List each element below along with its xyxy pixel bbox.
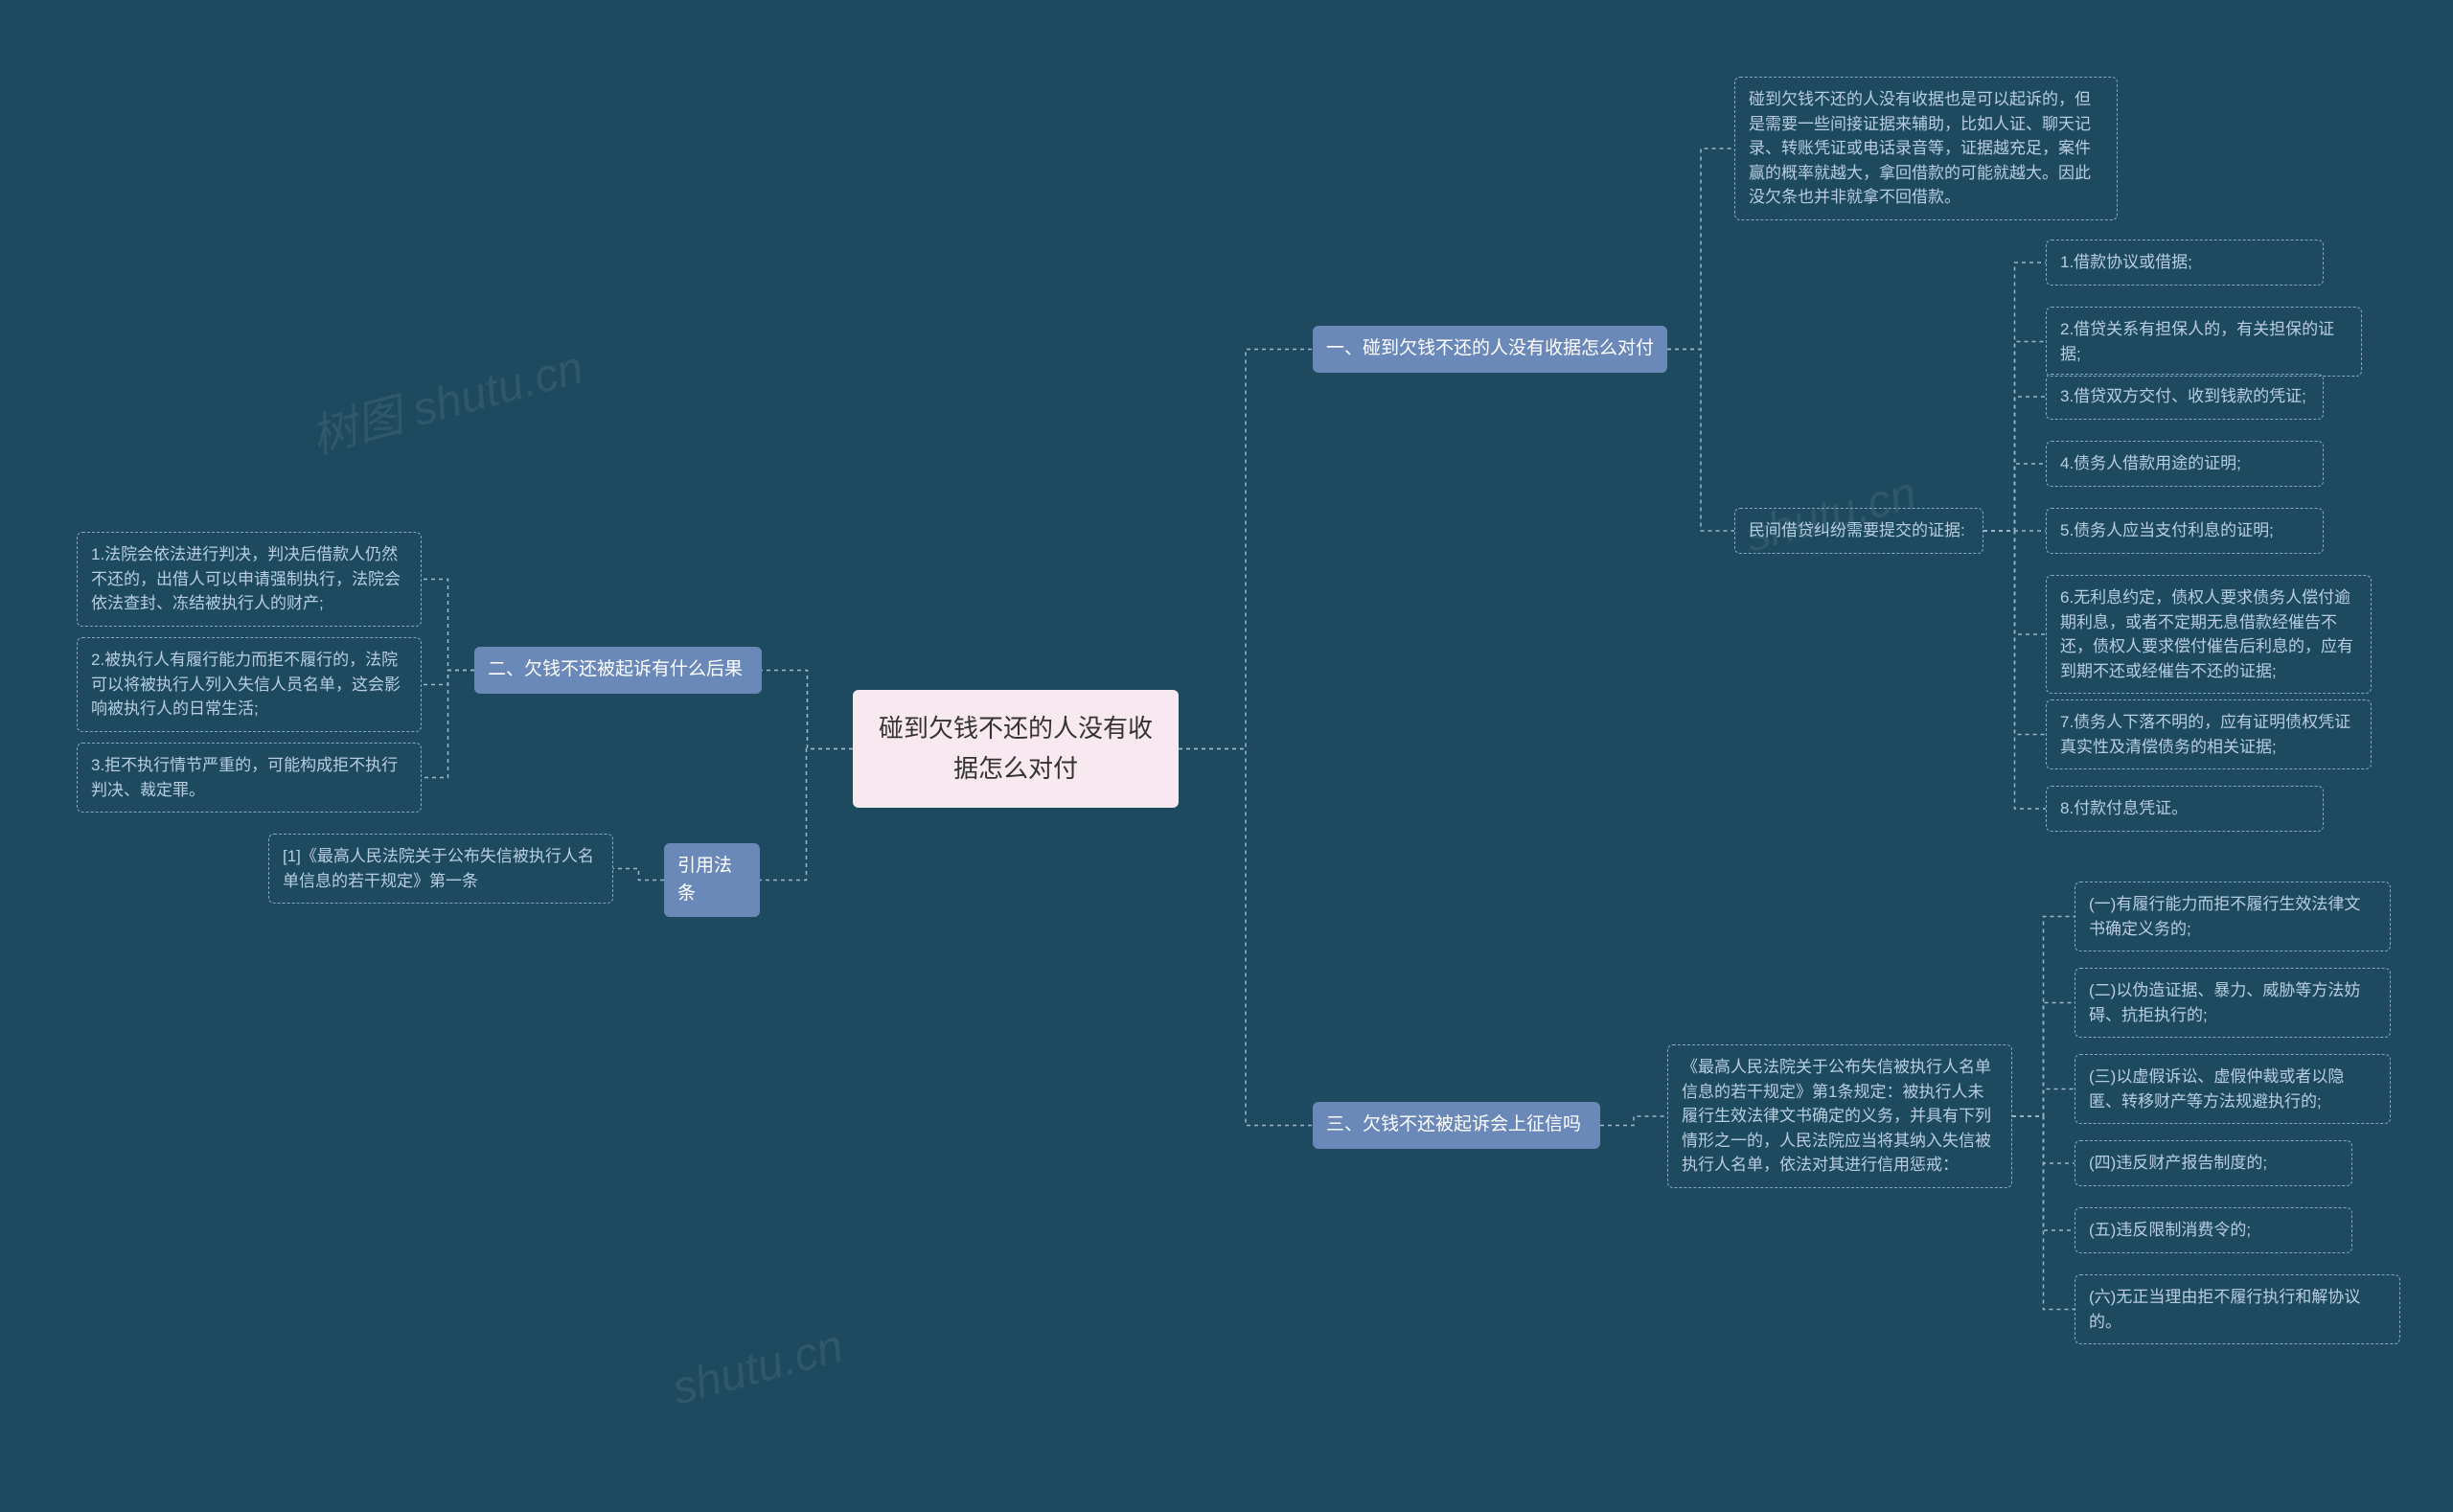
leaf-node: 《最高人民法院关于公布失信被执行人名单信息的若干规定》第1条规定：被执行人未履行… xyxy=(1667,1044,2012,1188)
branch-node: 三、欠钱不还被起诉会上征信吗 xyxy=(1313,1102,1600,1149)
leaf-node: (六)无正当理由拒不履行执行和解协议的。 xyxy=(2075,1274,2400,1344)
leaf-node: 1.法院会依法进行判决，判决后借款人仍然不还的，出借人可以申请强制执行，法院会依… xyxy=(77,532,422,627)
leaf-node: 5.债务人应当支付利息的证明; xyxy=(2046,508,2324,554)
leaf-node: 3.拒不执行情节严重的，可能构成拒不执行判决、裁定罪。 xyxy=(77,743,422,813)
leaf-node: 民间借贷纠纷需要提交的证据: xyxy=(1734,508,1983,554)
leaf-node: 8.付款付息凭证。 xyxy=(2046,786,2324,832)
watermark: shutu.cn xyxy=(667,1319,849,1415)
leaf-node: 2.被执行人有履行能力而拒不履行的，法院可以将被执行人列入失信人员名单，这会影响… xyxy=(77,637,422,732)
leaf-node: [1]《最高人民法院关于公布失信被执行人名单信息的若干规定》第一条 xyxy=(268,834,613,904)
leaf-node: 3.借贷双方交付、收到钱款的凭证; xyxy=(2046,374,2324,420)
leaf-node: (三)以虚假诉讼、虚假仲裁或者以隐匿、转移财产等方法规避执行的; xyxy=(2075,1054,2391,1124)
leaf-node: (四)违反财产报告制度的; xyxy=(2075,1140,2352,1186)
leaf-node: 1.借款协议或借据; xyxy=(2046,240,2324,286)
leaf-node: (五)违反限制消费令的; xyxy=(2075,1207,2352,1253)
watermark: 树图 shutu.cn xyxy=(303,330,589,467)
branch-node: 引用法条 xyxy=(664,843,760,917)
leaf-node: (一)有履行能力而拒不履行生效法律文书确定义务的; xyxy=(2075,882,2391,951)
root-node: 碰到欠钱不还的人没有收据怎么对付 xyxy=(853,690,1179,808)
leaf-node: 7.债务人下落不明的，应有证明债权凭证真实性及清偿债务的相关证据; xyxy=(2046,699,2372,769)
branch-node: 二、欠钱不还被起诉有什么后果 xyxy=(474,647,762,694)
leaf-node: 4.债务人借款用途的证明; xyxy=(2046,441,2324,487)
leaf-node: 6.无利息约定，债权人要求债务人偿付逾期利息，或者不定期无息借款经催告不还，债权… xyxy=(2046,575,2372,694)
leaf-node: 碰到欠钱不还的人没有收据也是可以起诉的，但是需要一些间接证据来辅助，比如人证、聊… xyxy=(1734,77,2118,220)
leaf-node: (二)以伪造证据、暴力、威胁等方法妨碍、抗拒执行的; xyxy=(2075,968,2391,1038)
leaf-node: 2.借贷关系有担保人的，有关担保的证据; xyxy=(2046,307,2362,377)
branch-node: 一、碰到欠钱不还的人没有收据怎么对付 xyxy=(1313,326,1667,373)
